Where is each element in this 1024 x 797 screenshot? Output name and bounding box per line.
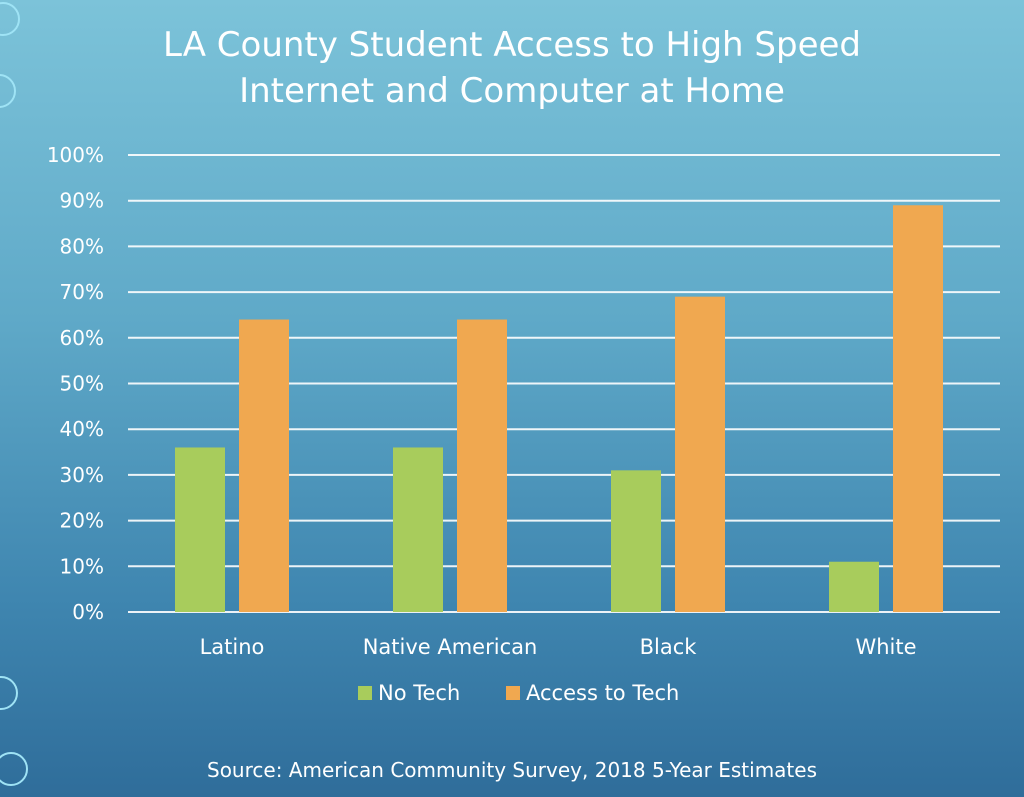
source-note: Source: American Community Survey, 2018 … xyxy=(207,758,817,782)
y-tick-label: 50% xyxy=(60,372,104,396)
legend-label: No Tech xyxy=(378,681,460,705)
y-tick-label: 30% xyxy=(60,463,104,487)
y-tick-label: 80% xyxy=(60,234,104,258)
bar-access-to-tech xyxy=(675,296,725,612)
decorative-circle-4 xyxy=(0,752,28,786)
y-tick-label: 70% xyxy=(60,280,104,304)
x-category-label: Native American xyxy=(363,635,538,659)
y-tick-label: 0% xyxy=(72,600,104,624)
x-category-label: Latino xyxy=(200,635,265,659)
chart-title-line-1: LA County Student Access to High Speed xyxy=(162,25,861,65)
legend-swatch xyxy=(506,686,520,700)
bar-no-tech xyxy=(829,561,879,612)
y-tick-label: 100% xyxy=(47,143,104,167)
y-tick-label: 90% xyxy=(60,189,104,213)
y-tick-label: 10% xyxy=(60,554,104,578)
y-tick-label: 20% xyxy=(60,509,104,533)
bar-access-to-tech xyxy=(239,319,289,612)
y-tick-label: 60% xyxy=(60,326,104,350)
y-tick-label: 40% xyxy=(60,417,104,441)
bar-access-to-tech xyxy=(893,205,943,612)
bar-access-to-tech xyxy=(457,319,507,612)
chart-title-line-2: Internet and Computer at Home xyxy=(239,71,785,111)
bar-no-tech xyxy=(175,447,225,612)
legend-label: Access to Tech xyxy=(526,681,679,705)
x-category-label: White xyxy=(855,635,916,659)
legend-swatch xyxy=(358,686,372,700)
chart-title: LA County Student Access to High Speed I… xyxy=(0,22,1024,114)
bar-no-tech xyxy=(393,447,443,612)
bar-no-tech xyxy=(611,470,661,612)
x-category-label: Black xyxy=(640,635,698,659)
